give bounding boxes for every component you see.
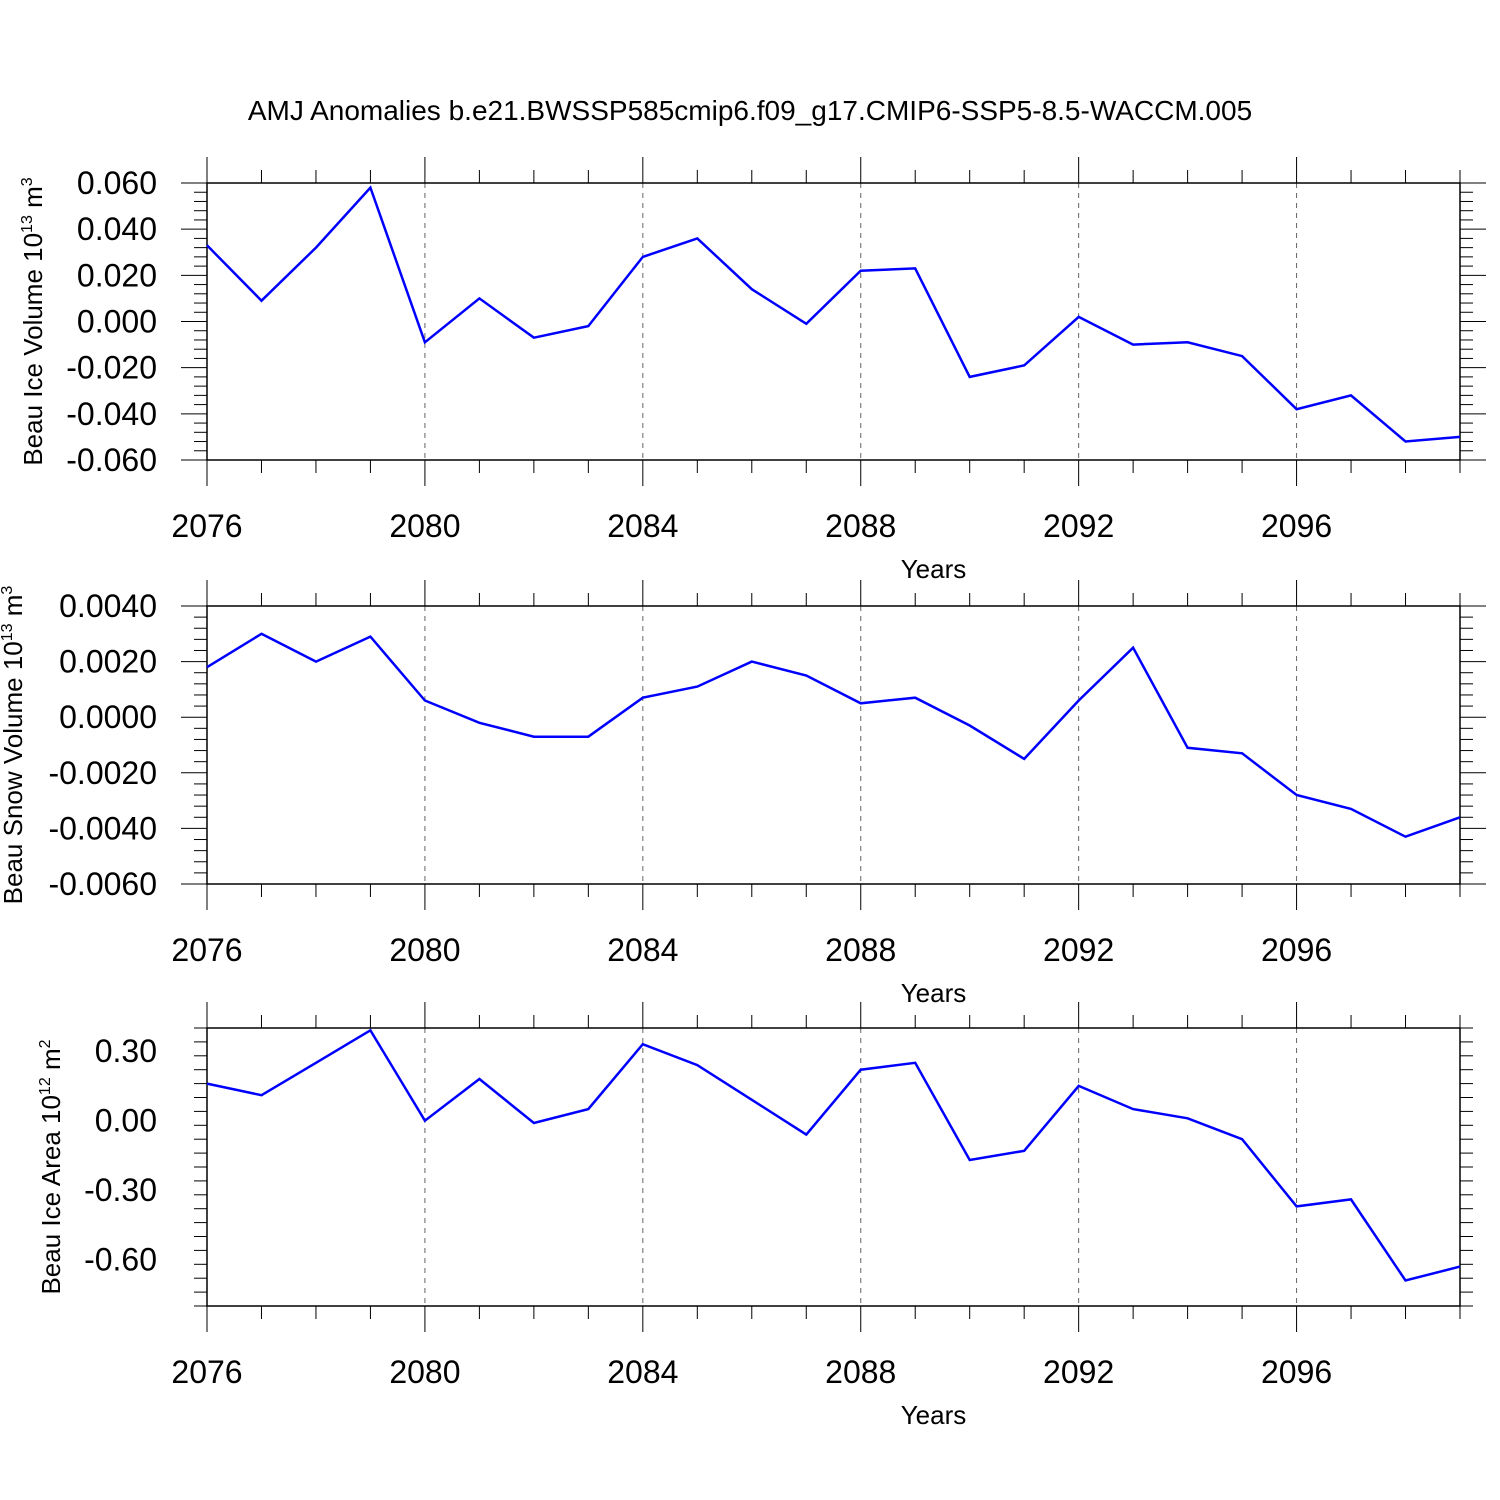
y-axis-label-part: Beau Snow Volume 10 <box>0 641 28 904</box>
y-axis-label: Beau Snow Volume 1013 m3 <box>0 586 28 905</box>
y-axis-label-part: 3 <box>0 586 16 595</box>
y-tick-label: -0.0060 <box>48 866 157 902</box>
y-axis-label-part: Beau Ice Volume 10 <box>18 233 48 466</box>
chart-title: AMJ Anomalies b.e21.BWSSP585cmip6.f09_g1… <box>248 95 1252 126</box>
x-tick-label: 2080 <box>389 1354 460 1390</box>
x-tick-label: 2076 <box>171 1354 242 1390</box>
y-tick-label: 0.0020 <box>59 644 157 680</box>
y-tick-label: 0.040 <box>77 211 157 247</box>
plot-frame <box>206 182 1461 461</box>
y-tick-label: 0.020 <box>77 257 157 293</box>
y-axis-label-part: 13 <box>0 623 16 641</box>
x-axis-label: Years <box>901 978 967 1008</box>
x-tick-label: 2096 <box>1261 508 1332 544</box>
x-tick-label: 2088 <box>825 932 896 968</box>
y-tick-label: 0.00 <box>95 1103 157 1139</box>
x-tick-label: 2092 <box>1043 508 1114 544</box>
y-tick-label: 0.000 <box>77 304 157 340</box>
x-axis-label: Years <box>901 554 967 584</box>
x-tick-label: 2080 <box>389 932 460 968</box>
y-tick-label: -0.0040 <box>48 810 157 846</box>
x-axis-label: Years <box>901 1400 967 1430</box>
series-line <box>206 1028 1461 1282</box>
y-tick-label: 0.060 <box>77 165 157 201</box>
x-tick-label: 2096 <box>1261 932 1332 968</box>
x-tick-label: 2084 <box>607 508 678 544</box>
y-axis-label-part: 3 <box>19 177 36 186</box>
series-line <box>206 632 1461 839</box>
x-tick-label: 2088 <box>825 1354 896 1390</box>
x-tick-label: 2092 <box>1043 1354 1114 1390</box>
y-axis-label-part: 13 <box>19 215 36 233</box>
plot-frame <box>206 605 1461 885</box>
x-tick-label: 2076 <box>171 932 242 968</box>
y-axis-label: Beau Ice Area 1012 m2 <box>36 1039 66 1294</box>
y-axis-label-part: 2 <box>37 1039 54 1048</box>
x-tick-label: 2076 <box>171 508 242 544</box>
y-tick-label: -0.040 <box>66 396 157 432</box>
panel-snow-volume: 2076 2080 2084 2088 2092 2096 Years 0.0040 0.002… <box>0 580 1486 1008</box>
panel-ice-area: 2076 2080 2084 2088 2092 2096 Years 0.30 0.00 -0.… <box>36 1002 1473 1430</box>
panel-ice-volume: 2076 2080 2084 2088 2092 2096 Years 0.060 0.040 0… <box>18 157 1486 584</box>
y-axis-label-part: 12 <box>37 1077 54 1095</box>
x-tick-label: 2080 <box>389 508 460 544</box>
y-tick-label: -0.020 <box>66 350 157 386</box>
y-tick-label: -0.0020 <box>48 755 157 791</box>
y-tick-label: -0.30 <box>84 1172 157 1208</box>
y-axis-label-part: m <box>36 1048 66 1077</box>
y-axis-label-part: m <box>0 595 28 624</box>
y-axis-label-part: m <box>18 186 48 215</box>
y-tick-label: 0.30 <box>95 1033 157 1069</box>
y-axis-label-part: Beau Ice Area 10 <box>36 1095 66 1294</box>
x-tick-label: 2088 <box>825 508 896 544</box>
x-tick-label: 2084 <box>607 1354 678 1390</box>
x-tick-label: 2084 <box>607 932 678 968</box>
y-tick-label: -0.060 <box>66 442 157 478</box>
y-axis-label: Beau Ice Volume 1013 m3 <box>18 177 48 465</box>
y-tick-label: -0.60 <box>84 1242 157 1278</box>
x-tick-label: 2096 <box>1261 1354 1332 1390</box>
y-tick-label: 0.0000 <box>59 699 157 735</box>
series-line <box>206 185 1461 443</box>
x-tick-label: 2092 <box>1043 932 1114 968</box>
y-tick-label: 0.0040 <box>59 588 157 624</box>
